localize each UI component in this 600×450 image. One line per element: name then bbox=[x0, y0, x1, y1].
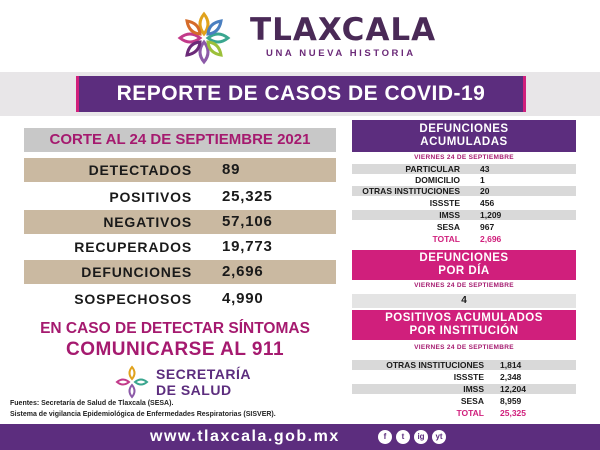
website-link[interactable]: www.tlaxcala.gob.mx bbox=[150, 428, 340, 445]
footer: www.tlaxcala.gob.mx f t ig yt bbox=[0, 424, 600, 450]
header-line: POSITIVOS ACUMULADOS bbox=[385, 312, 543, 324]
stat-label: DETECTADOS bbox=[88, 162, 192, 178]
stat-value: 25,325 bbox=[222, 188, 273, 205]
symptoms-notice: EN CASO DE DETECTAR SÍNTOMAS bbox=[40, 320, 310, 337]
stat-label: SOSPECHOSOS bbox=[74, 291, 192, 307]
report-date: VIERNES 24 DE SEPTIEMBRE bbox=[414, 344, 514, 351]
row-value: 1,209 bbox=[480, 210, 502, 220]
report-title: REPORTE DE CASOS DE COVID-19 bbox=[116, 82, 486, 105]
stat-row-sospechosos: SOSPECHOSOS 4,990 bbox=[24, 287, 336, 311]
row-value: 43 bbox=[480, 164, 490, 174]
total-value: 25,325 bbox=[500, 408, 526, 418]
positivos-institucion-header: POSITIVOS ACUMULADOS POR INSTITUCIÓN bbox=[352, 310, 576, 340]
table-row: OTRAS INSTITUCIONES 20 bbox=[352, 186, 576, 196]
report-date: VIERNES 24 DE SEPTIEMBRE bbox=[414, 282, 514, 289]
stat-value: 4,990 bbox=[222, 290, 264, 307]
stat-row-positivos: POSITIVOS 25,325 bbox=[24, 185, 336, 209]
row-label: PARTICULAR bbox=[405, 164, 460, 174]
table-row: PARTICULAR 43 bbox=[352, 164, 576, 174]
row-label: OTRAS INSTITUCIONES bbox=[386, 360, 484, 370]
row-label: SESA bbox=[436, 222, 460, 232]
table-row: SESA 967 bbox=[352, 222, 576, 232]
total-label: TOTAL bbox=[456, 408, 484, 418]
stat-row-defunciones: DEFUNCIONES 2,696 bbox=[24, 260, 336, 284]
call-911-notice: COMUNICARSE AL 911 bbox=[65, 339, 285, 360]
table-row: IMSS 1,209 bbox=[352, 210, 576, 220]
cutoff-date-banner: CORTE AL 24 DE SEPTIEMBRE 2021 bbox=[24, 128, 336, 152]
row-value: 20 bbox=[480, 186, 490, 196]
row-label: OTRAS INSTITUCIONES bbox=[362, 186, 460, 196]
defunciones-dia-header: DEFUNCIONES POR DÍA bbox=[352, 250, 576, 280]
twitter-icon[interactable]: t bbox=[396, 430, 410, 444]
stat-row-detectados: DETECTADOS 89 bbox=[24, 158, 336, 182]
row-label: IMSS bbox=[463, 384, 484, 394]
report-date: VIERNES 24 DE SEPTIEMBRE bbox=[414, 154, 514, 161]
title-box: REPORTE DE CASOS DE COVID-19 bbox=[76, 76, 526, 112]
row-label: DOMICILIO bbox=[415, 175, 460, 185]
secretaria-label: SECRETARÍA bbox=[156, 366, 251, 382]
stat-value: 57,106 bbox=[222, 213, 273, 230]
brand-slogan: UNA NUEVA HISTORIA bbox=[266, 48, 416, 59]
table-row: DOMICILIO 1 bbox=[352, 175, 576, 185]
row-value: 1,814 bbox=[500, 360, 522, 370]
row-label: ISSSTE bbox=[453, 372, 484, 382]
stat-label: POSITIVOS bbox=[109, 189, 192, 205]
stat-row-negativos: NEGATIVOS 57,106 bbox=[24, 210, 336, 234]
total-label: TOTAL bbox=[432, 234, 460, 244]
row-value: 456 bbox=[480, 198, 495, 208]
row-label: SESA bbox=[460, 396, 484, 406]
row-value: 2,348 bbox=[500, 372, 522, 382]
header-line: POR DÍA bbox=[438, 265, 490, 277]
stat-row-recuperados: RECUPERADOS 19,773 bbox=[24, 235, 336, 259]
stat-value: 89 bbox=[222, 161, 241, 178]
stat-value: 2,696 bbox=[222, 263, 264, 280]
table-total-row: TOTAL 25,325 bbox=[352, 408, 576, 418]
row-label: IMSS bbox=[439, 210, 460, 220]
stat-label: NEGATIVOS bbox=[103, 214, 192, 230]
stat-label: DEFUNCIONES bbox=[81, 264, 192, 280]
table-total-row: TOTAL 2,696 bbox=[352, 234, 576, 244]
daily-deaths-value: 4 bbox=[352, 294, 576, 308]
instagram-icon[interactable]: ig bbox=[414, 430, 428, 444]
row-label: ISSSTE bbox=[429, 198, 460, 208]
defunciones-acumuladas-header: DEFUNCIONES ACUMULADAS bbox=[352, 120, 576, 152]
header-line: DEFUNCIONES bbox=[419, 252, 509, 264]
header-line: POR INSTITUCIÓN bbox=[409, 325, 519, 337]
facebook-icon[interactable]: f bbox=[378, 430, 392, 444]
youtube-icon[interactable]: yt bbox=[432, 430, 446, 444]
header-line: DEFUNCIONES bbox=[419, 123, 509, 135]
table-row: ISSSTE 456 bbox=[352, 198, 576, 208]
source-line: Fuentes: Secretaría de Salud de Tlaxcala… bbox=[10, 400, 174, 407]
source-line: Sistema de vigilancia Epidemiológica de … bbox=[10, 411, 276, 418]
stat-label: RECUPERADOS bbox=[74, 239, 192, 255]
stat-value: 19,773 bbox=[222, 238, 273, 255]
header: TLAXCALA UNA NUEVA HISTORIA bbox=[0, 0, 600, 72]
brand-title: TLAXCALA bbox=[250, 12, 437, 48]
row-value: 8,959 bbox=[500, 396, 522, 406]
header-line: ACUMULADAS bbox=[420, 136, 508, 148]
table-row: SESA 8,959 bbox=[352, 396, 576, 406]
title-band: REPORTE DE CASOS DE COVID-19 bbox=[0, 72, 600, 116]
tlaxcala-flower-logo-icon bbox=[177, 11, 231, 65]
row-value: 967 bbox=[480, 222, 495, 232]
table-row: OTRAS INSTITUCIONES 1,814 bbox=[352, 360, 576, 370]
total-value: 2,696 bbox=[480, 234, 502, 244]
secretaria-salud-logo-icon bbox=[115, 365, 149, 399]
table-row: IMSS 12,204 bbox=[352, 384, 576, 394]
table-row: ISSSTE 2,348 bbox=[352, 372, 576, 382]
row-value: 1 bbox=[480, 175, 485, 185]
salud-label: DE SALUD bbox=[156, 382, 232, 398]
row-value: 12,204 bbox=[500, 384, 526, 394]
